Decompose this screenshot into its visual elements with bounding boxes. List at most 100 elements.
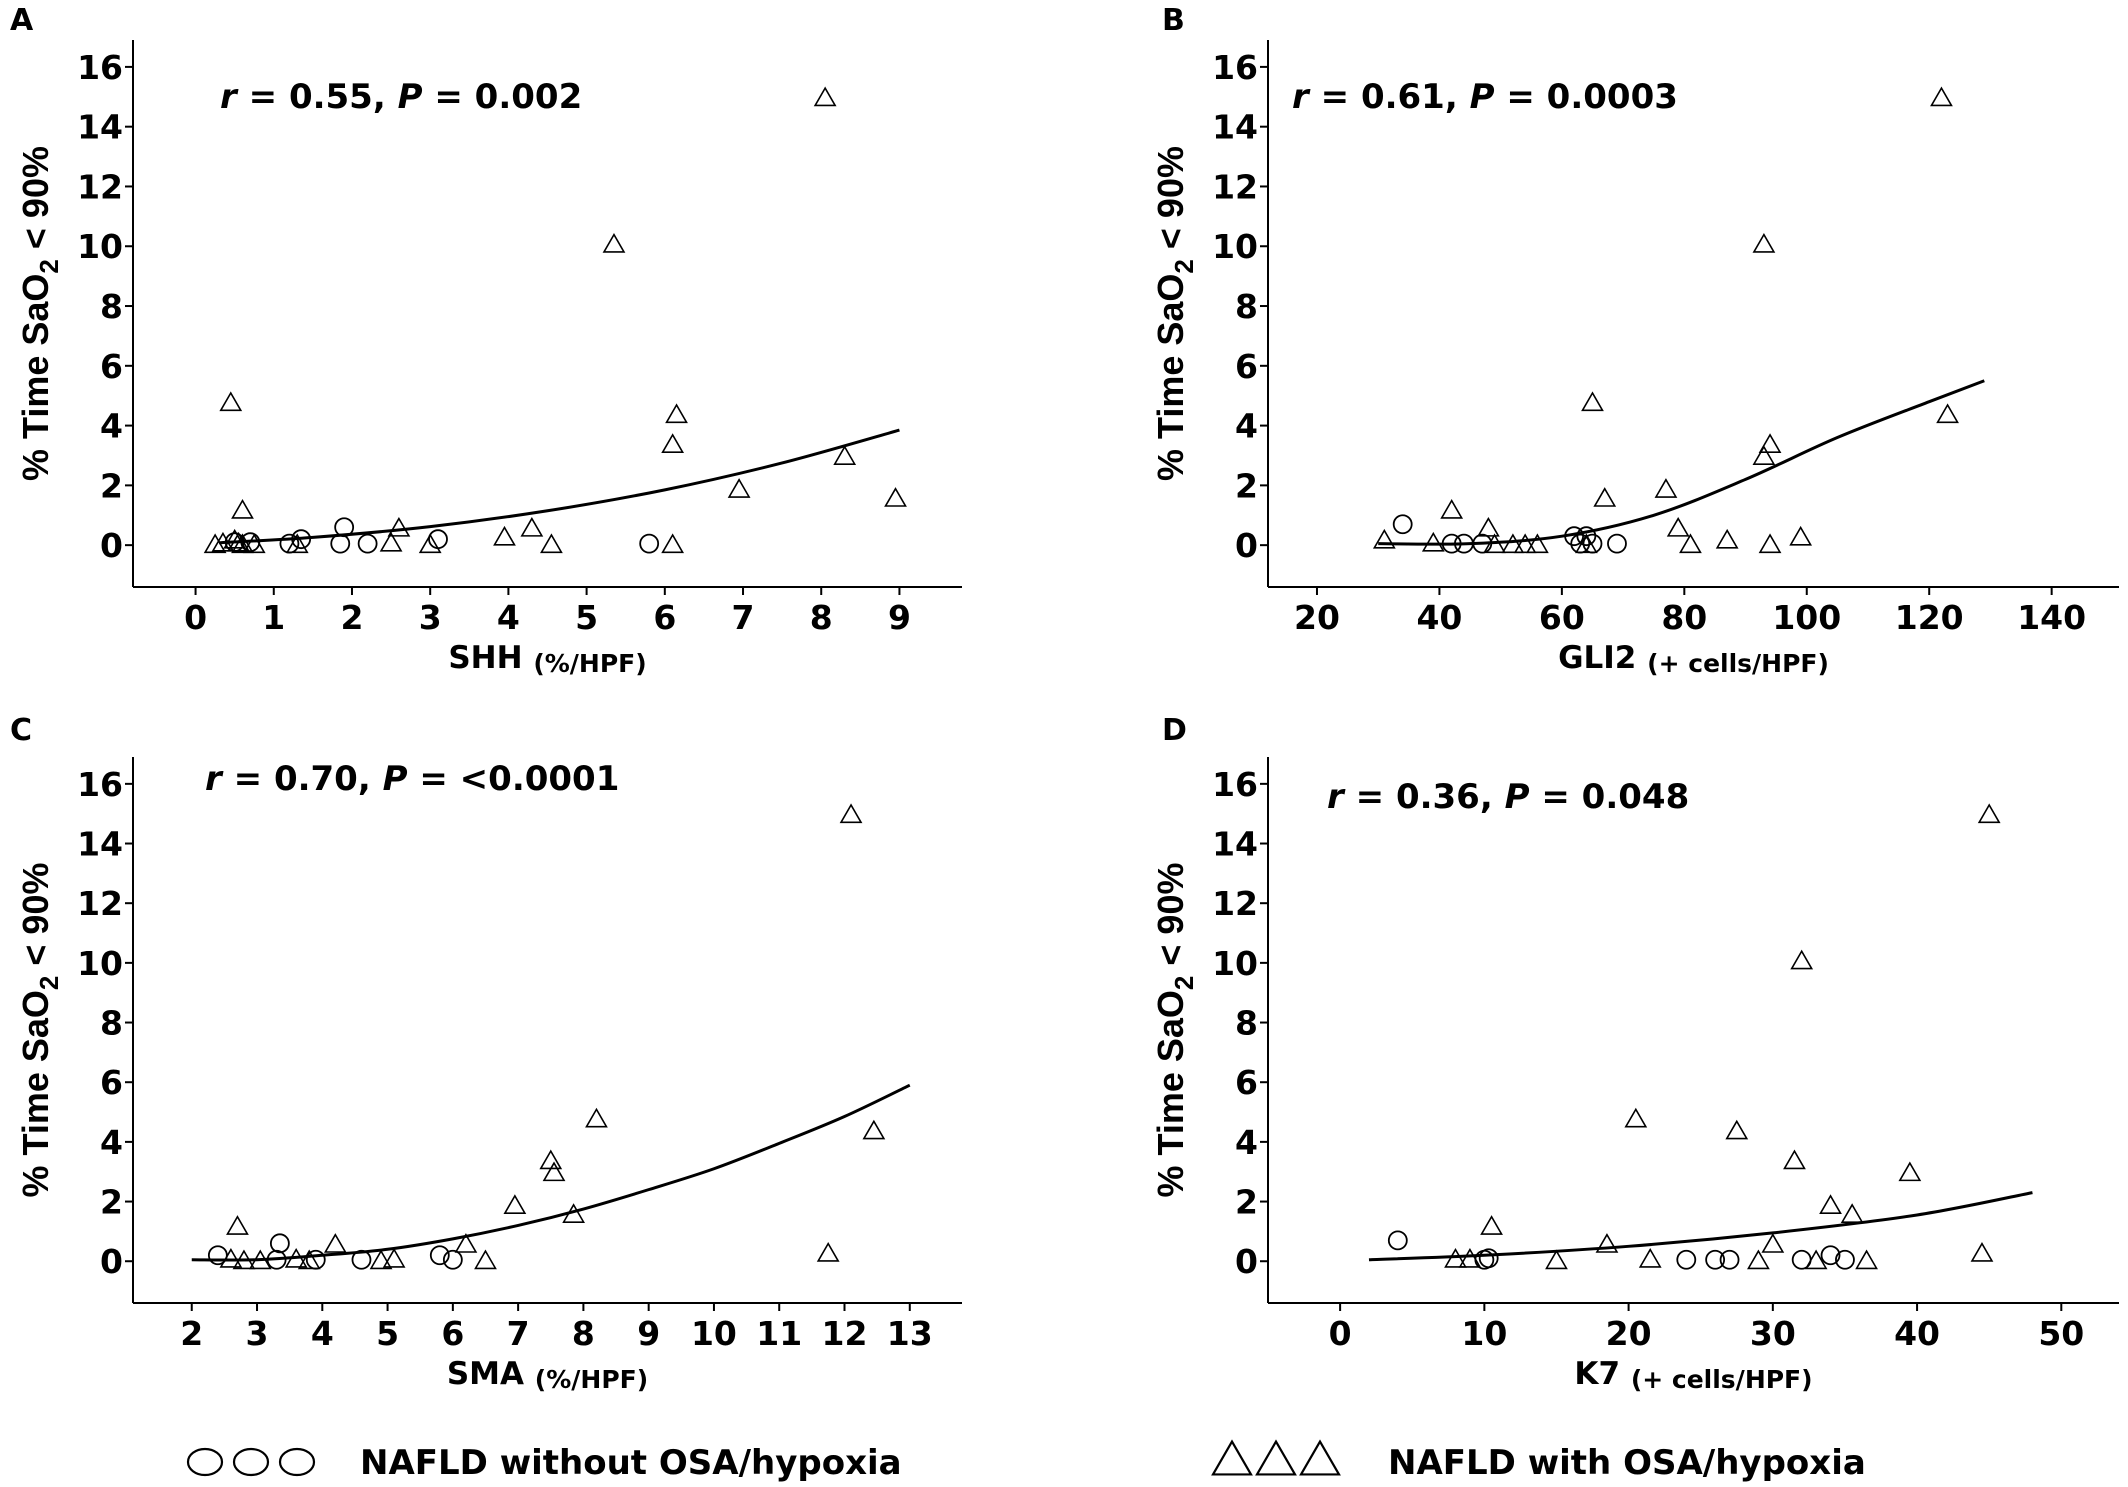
data-point-triangle (1898, 1161, 1922, 1182)
data-point-triangle (602, 232, 626, 253)
legend-circle-symbol (186, 1447, 224, 1477)
data-point-triangle (1715, 528, 1739, 549)
x-tick-label: 7 (507, 1314, 530, 1353)
y-tick-label: 14 (77, 825, 123, 864)
y-tick-label: 16 (77, 48, 123, 87)
data-point-triangle (1545, 1249, 1568, 1270)
data-point-circle (442, 1249, 463, 1270)
x-tick-label: 9 (637, 1314, 660, 1353)
x-tick-label: 6 (441, 1314, 464, 1353)
data-point-triangle (231, 533, 254, 554)
y-axis-label: % Time SaO2 < 90% (15, 863, 64, 1198)
data-point-circle (357, 533, 378, 554)
panel-letter: C (10, 713, 32, 748)
data-point-triangle (839, 803, 863, 824)
data-point-circle (1392, 514, 1413, 535)
x-tick-label: 4 (311, 1314, 334, 1353)
x-axis-label: GLI2 (+ cells/HPF) (1558, 640, 1829, 678)
data-point-triangle (813, 86, 837, 107)
y-tick-label: 10 (77, 227, 123, 266)
data-point-triangle (1440, 499, 1464, 519)
y-tick-label: 16 (77, 765, 123, 804)
data-point-triangle (1725, 1119, 1749, 1140)
data-point-triangle (520, 516, 544, 537)
data-point-triangle (661, 433, 685, 453)
fit-curve (218, 428, 900, 545)
x-tick-label: 5 (575, 598, 598, 637)
data-point-triangle (248, 1249, 272, 1270)
data-point-triangle (542, 1161, 566, 1182)
y-tick-label: 8 (100, 287, 123, 326)
data-point-circle (334, 517, 355, 538)
data-point-triangle (884, 487, 907, 507)
y-tick-label: 0 (1235, 1242, 1258, 1281)
data-point-triangle (474, 1249, 497, 1270)
data-point-triangle (1666, 516, 1690, 537)
stat-annotation: r = 0.61, P = 0.0003 (1292, 77, 1678, 117)
data-point-triangle (454, 1233, 478, 1253)
y-tick-label: 4 (1235, 1123, 1258, 1162)
x-tick-label: 20 (1606, 1314, 1652, 1353)
data-point-triangle (1513, 533, 1537, 554)
y-tick-label: 0 (100, 526, 123, 565)
data-point-triangle (503, 1194, 527, 1215)
y-tick-label: 12 (77, 884, 123, 923)
x-tick-label: 60 (1539, 598, 1585, 637)
data-point-triangle (833, 445, 857, 465)
x-tick-label: 13 (887, 1314, 933, 1353)
data-point-triangle (1747, 1249, 1770, 1270)
legend-triangle-label: NAFLD with OSA/hypoxia (1388, 1443, 1866, 1483)
data-point-triangle (1372, 528, 1396, 549)
legend-triangle-symbol (1255, 1439, 1297, 1476)
data-point-triangle (297, 1249, 321, 1270)
data-point-triangle (219, 391, 243, 412)
data-point-triangle (379, 531, 403, 552)
panel-letter: B (1162, 3, 1185, 38)
data-point-triangle (231, 499, 254, 519)
y-tick-label: 2 (1235, 466, 1258, 505)
data-point-triangle (323, 1233, 347, 1253)
y-tick-label: 10 (77, 944, 123, 983)
y-tick-label: 6 (1235, 347, 1258, 386)
chart-panel-d: D 0 2 4 6 8 10 12 14 16 0 10 20 30 40 50 K7 (+ cells/HPF… (1150, 713, 2119, 1394)
y-tick-label: 6 (1235, 1063, 1258, 1102)
fit-curve (1378, 379, 1985, 546)
y-tick-label: 14 (1212, 108, 1258, 147)
data-point-triangle (1624, 1107, 1648, 1128)
data-point-triangle (862, 1119, 886, 1140)
y-tick-label: 2 (100, 1183, 123, 1222)
stat-annotation: r = 0.36, P = 0.048 (1327, 777, 1689, 817)
data-point-triangle (1855, 1249, 1878, 1270)
data-point-triangle (539, 1149, 563, 1170)
data-point-triangle (1501, 533, 1525, 554)
x-tick-label: 6 (653, 598, 676, 637)
data-point-triangle (1977, 803, 2001, 824)
data-point-triangle (1936, 403, 1959, 424)
x-tick-label: 3 (246, 1314, 269, 1353)
x-tick-label: 8 (810, 598, 833, 637)
y-axis-label: % Time SaO2 < 90% (1150, 146, 1199, 481)
y-tick-label: 10 (1212, 227, 1258, 266)
x-tick-label: 8 (572, 1314, 595, 1353)
data-point-circle (1564, 526, 1585, 547)
data-point-circle (330, 533, 351, 554)
data-point-triangle (1595, 1233, 1619, 1253)
data-point-circle (1820, 1245, 1841, 1266)
stat-annotation: r = 0.70, P = <0.0001 (205, 759, 619, 799)
x-tick-label: 12 (822, 1314, 868, 1353)
data-point-triangle (1574, 533, 1598, 554)
legend: NAFLD without OSA/hypoxia NAFLD with OSA/… (186, 1439, 1866, 1483)
y-tick-label: 6 (100, 1063, 123, 1102)
y-tick-label: 2 (100, 466, 123, 505)
data-point-triangle (1761, 1233, 1785, 1253)
x-tick-label: 140 (2017, 598, 2086, 637)
data-point-triangle (727, 478, 751, 498)
x-tick-label: 4 (497, 598, 520, 637)
data-point-circle (639, 533, 660, 554)
data-point-triangle (387, 516, 411, 537)
x-tick-label: 5 (376, 1314, 399, 1353)
data-point-triangle (1444, 1247, 1467, 1268)
y-tick-label: 12 (1212, 884, 1258, 923)
fit-curve (1368, 1191, 2033, 1262)
